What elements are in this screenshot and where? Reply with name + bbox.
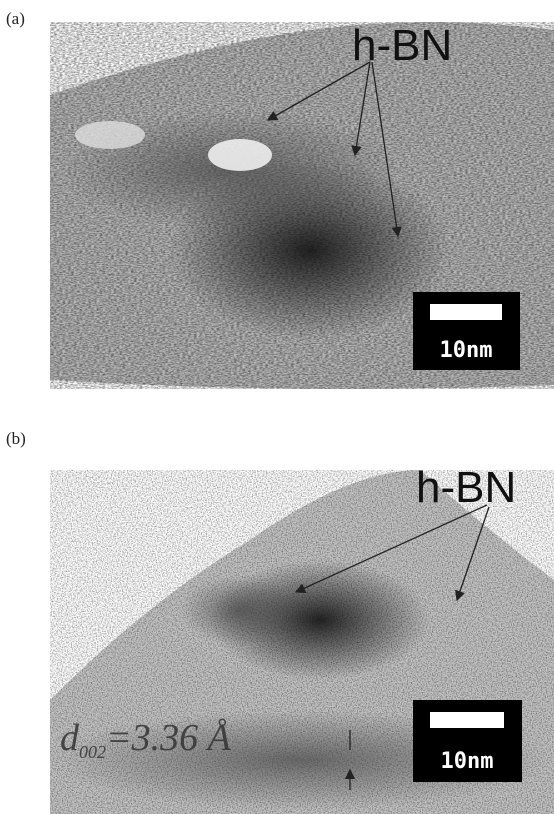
- scale-bar-label: 10nm: [440, 338, 493, 363]
- scale-bar: [430, 712, 504, 728]
- d-value: =3.36 Å: [106, 717, 232, 759]
- annotation: h-BN: [416, 463, 516, 512]
- panel-label: (b): [6, 429, 26, 448]
- panel-a: (a) h-BN 10nm: [6, 9, 554, 389]
- figure: (a) h-BN 10nm (b) h-BN d002=3.36 Å 10nm: [0, 0, 554, 814]
- panel-b: (b) h-BN d002=3.36 Å 10nm: [6, 429, 554, 814]
- panel-label: (a): [6, 9, 25, 28]
- d-symbol: d: [60, 717, 80, 759]
- annotation: h-BN: [352, 21, 452, 70]
- d-index: 002: [79, 742, 106, 762]
- scale-bar-label: 10nm: [441, 749, 494, 774]
- scale-bar: [430, 304, 502, 320]
